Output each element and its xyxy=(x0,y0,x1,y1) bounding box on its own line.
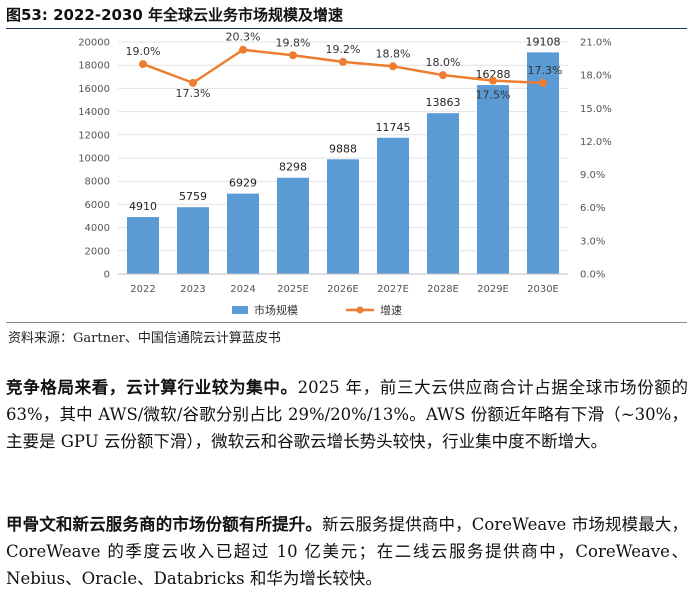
source-divider xyxy=(6,322,687,323)
growth-value-label: 19.2% xyxy=(326,43,361,56)
bar-value-label: 6929 xyxy=(229,177,257,190)
growth-value-label: 19.8% xyxy=(276,36,311,49)
growth-value-label: 17.3% xyxy=(528,64,563,77)
bar-value-label: 16288 xyxy=(476,68,511,81)
bar xyxy=(227,193,259,274)
x-axis: 2022 2023 2024 2025E 2026E 2027E 2028E 2029E 203… xyxy=(118,273,568,295)
growth-point xyxy=(389,62,397,71)
left-tick-label: 20000 xyxy=(78,38,110,49)
legend-swatch-bar xyxy=(232,306,248,314)
bar-value-label: 9888 xyxy=(329,142,357,155)
right-tick-label: 15.0% xyxy=(580,104,612,115)
left-tick-label: 10000 xyxy=(78,154,110,165)
growth-point xyxy=(289,51,297,60)
legend-label: 增速 xyxy=(380,303,402,317)
right-tick-label: 18.0% xyxy=(580,71,612,82)
legend-swatch-marker xyxy=(356,306,364,314)
right-tick-label: 6.0% xyxy=(580,203,605,214)
growth-point xyxy=(489,76,497,85)
x-tick-label: 2025E xyxy=(277,284,309,295)
growth-point xyxy=(139,60,147,69)
bar-value-label: 13863 xyxy=(426,96,461,109)
x-tick-label: 2023 xyxy=(180,284,205,295)
bar-value-label: 11745 xyxy=(376,121,411,134)
growth-point xyxy=(439,71,447,80)
left-tick-label: 8000 xyxy=(85,177,110,188)
chart-legend: 市场规模 增速 xyxy=(232,303,402,317)
growth-value-label: 20.3% xyxy=(226,31,261,44)
bar xyxy=(327,159,359,274)
right-axis: 0.0% 3.0% 6.0% 9.0% 12.0% 15.0% 18.0% 21.0% xyxy=(580,38,612,281)
growth-value-label: 17.3% xyxy=(176,87,211,100)
left-tick-label: 12000 xyxy=(78,130,110,141)
bar xyxy=(427,113,459,274)
bar-value-label: 5759 xyxy=(179,190,207,203)
bar xyxy=(377,137,409,274)
growth-value-label: 19.0% xyxy=(126,45,161,58)
right-tick-label: 12.0% xyxy=(580,137,612,148)
right-tick-label: 21.0% xyxy=(580,38,612,49)
line-series: 19.0% 17.3% 20.3% 19.8% 19.2% 18.8% 18.0% 17.5%… xyxy=(126,31,563,102)
x-tick-label: 2022 xyxy=(130,284,155,295)
growth-value-label: 18.8% xyxy=(376,47,411,60)
bar xyxy=(177,207,209,274)
left-tick-label: 6000 xyxy=(85,200,110,211)
legend-label: 市场规模 xyxy=(254,303,298,317)
paragraph-lead: 甲骨文和新云服务商的市场份额有所提升。 xyxy=(6,515,323,534)
bar xyxy=(527,52,559,274)
growth-point xyxy=(339,57,347,66)
growth-point xyxy=(189,78,197,87)
bar-value-label: 19108 xyxy=(526,35,561,48)
figure-title: 图53: 2022-2030 年全球云业务市场规模及增速 xyxy=(6,6,344,24)
left-tick-label: 0 xyxy=(104,270,110,281)
right-tick-label: 0.0% xyxy=(580,270,605,281)
right-tick-label: 9.0% xyxy=(580,170,605,181)
x-tick-label: 2024 xyxy=(230,284,255,295)
x-tick-label: 2030E xyxy=(527,284,559,295)
left-tick-label: 2000 xyxy=(85,246,110,257)
paragraph-body: 新云服务提供商中，CoreWeave 市场规模最大，CoreWeave 的季度云… xyxy=(6,515,688,588)
growth-value-label: 17.5% xyxy=(476,89,511,102)
bar-value-label: 4910 xyxy=(129,200,157,213)
growth-point xyxy=(539,78,547,87)
bar xyxy=(477,85,509,274)
x-tick-label: 2027E xyxy=(377,284,409,295)
market-size-growth-chart: 0 2000 4000 6000 8000 10000 12000 14000 16000 180… xyxy=(78,31,612,317)
paragraph-body: 2025 年，前三大云供应商合计占据全球市场份额的 63%，其中 AWS/微软/… xyxy=(6,378,689,451)
bar-series: 4910 5759 6929 8298 9888 11745 13863 16288 19108 xyxy=(127,35,561,274)
figure-source: 资料来源：Gartner、中国信通院云计算蓝皮书 xyxy=(8,331,281,346)
bar xyxy=(277,177,309,274)
paragraph-lead: 竞争格局来看，云计算行业较为集中。 xyxy=(6,378,298,397)
paragraph-new-cloud: 甲骨文和新云服务商的市场份额有所提升。新云服务提供商中，CoreWeave 市场… xyxy=(6,511,688,592)
paragraph-competition: 竞争格局来看，云计算行业较为集中。2025 年，前三大云供应商合计占据全球市场份… xyxy=(6,374,688,455)
left-tick-label: 14000 xyxy=(78,107,110,118)
x-tick-label: 2029E xyxy=(477,284,509,295)
bar xyxy=(127,217,159,274)
left-axis: 0 2000 4000 6000 8000 10000 12000 14000 16000 180… xyxy=(78,38,110,281)
bar-value-label: 8298 xyxy=(279,161,307,174)
growth-point xyxy=(239,45,247,54)
left-tick-label: 16000 xyxy=(78,84,110,95)
growth-value-label: 18.0% xyxy=(426,56,461,69)
x-tick-label: 2026E xyxy=(327,284,359,295)
left-tick-label: 4000 xyxy=(85,223,110,234)
left-tick-label: 18000 xyxy=(78,61,110,72)
x-tick-label: 2028E xyxy=(427,284,459,295)
right-tick-label: 3.0% xyxy=(580,236,605,247)
title-divider xyxy=(6,28,687,29)
